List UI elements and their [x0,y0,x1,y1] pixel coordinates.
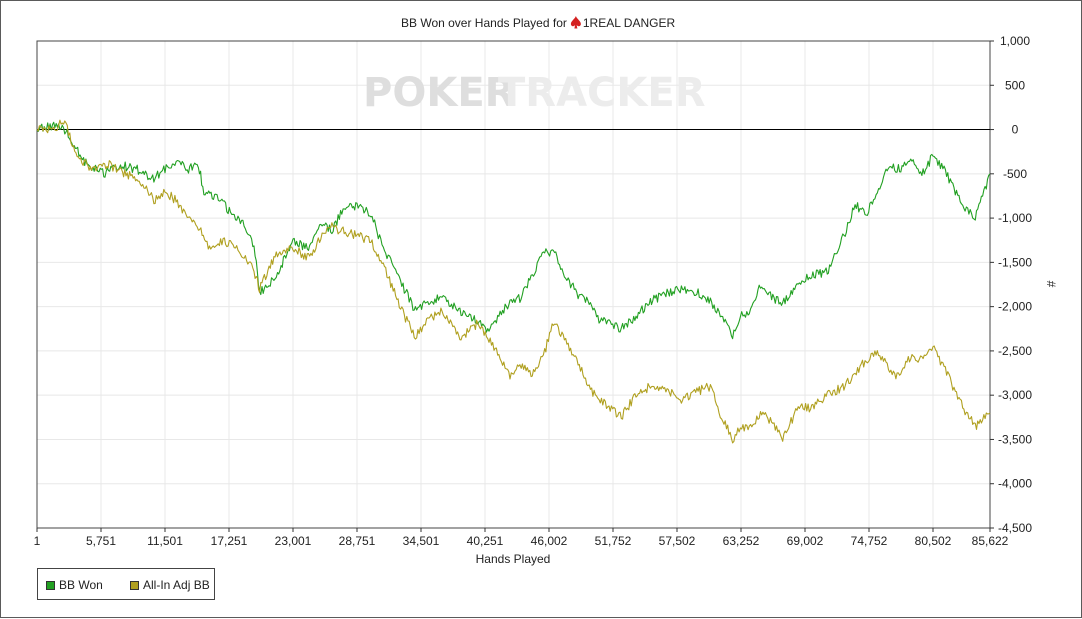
x-tick-label: 69,002 [787,534,824,548]
y-tick-label: -3,000 [998,388,1032,402]
x-tick-label: 28,751 [339,534,376,548]
x-tick-label: 1 [34,534,41,548]
x-tick-label: 57,502 [659,534,696,548]
x-tick-label: 51,752 [595,534,632,548]
x-tick-label: 46,002 [531,534,568,548]
player-name: 1REAL DANGER [583,16,676,30]
chart-title: BB Won over Hands Played for 1REAL DANGE… [401,16,675,30]
y-tick-label: -4,500 [998,521,1032,535]
x-axis-label: Hands Played [476,552,551,566]
y-tick-label: -2,000 [998,300,1032,314]
legend-swatch-bb-won [46,580,55,590]
legend-label-all-in-adj-bb: All-In Adj BB [143,578,210,592]
y-tick-label: 500 [1005,78,1025,92]
x-axis: 1 5,751 11,501 17,251 23,001 28,751 34,501 40,2… [34,528,1009,548]
x-tick-label: 5,751 [86,534,116,548]
legend: BB Won All-In Adj BB [37,568,215,600]
x-tick-label: 23,001 [275,534,312,548]
plot-area-border [36,40,991,529]
spade-icon [570,16,581,29]
x-tick-label: 40,251 [467,534,504,548]
legend-swatch-all-in-adj-bb [130,580,139,590]
x-tick-label: 34,501 [403,534,440,548]
series-line-bb-won [36,121,991,340]
legend-item-all-in-adj-bb[interactable]: All-In Adj BB [130,578,210,592]
y-tick-label: -3,500 [998,432,1032,446]
x-tick-label: 85,622 [972,534,1009,548]
y-tick-label: 1,000 [1000,34,1030,48]
series-group [36,119,991,444]
x-tick-label: 17,251 [211,534,248,548]
watermark-left: POKER [363,70,515,116]
y-tick-label: -500 [1003,167,1027,181]
legend-label-bb-won: BB Won [59,578,103,592]
y-tick-label: -2,500 [998,344,1032,358]
watermark-right: TRACKER [498,70,706,116]
series-line-all-in-adj-bb [36,119,991,444]
y-tick-label: -1,000 [998,211,1032,225]
x-tick-label: 63,252 [723,534,760,548]
x-tick-label: 11,501 [147,534,183,548]
legend-item-bb-won[interactable]: BB Won [46,578,103,592]
x-tick-label: 74,752 [851,534,888,548]
y-tick-label: -1,500 [998,255,1032,269]
y-axis: 1,000 500 0 -500 -1,000 -1,500 -2,000 -2,500 -3,… [990,34,1032,535]
y-tick-label: 0 [1012,123,1019,137]
y-axis-label: # [1044,281,1058,288]
watermark: POKER TRACKER [363,70,706,116]
y-tick-label: -4,000 [998,477,1032,491]
x-tick-label: 80,502 [915,534,952,548]
chart-title-text: BB Won over Hands Played for [401,16,567,30]
